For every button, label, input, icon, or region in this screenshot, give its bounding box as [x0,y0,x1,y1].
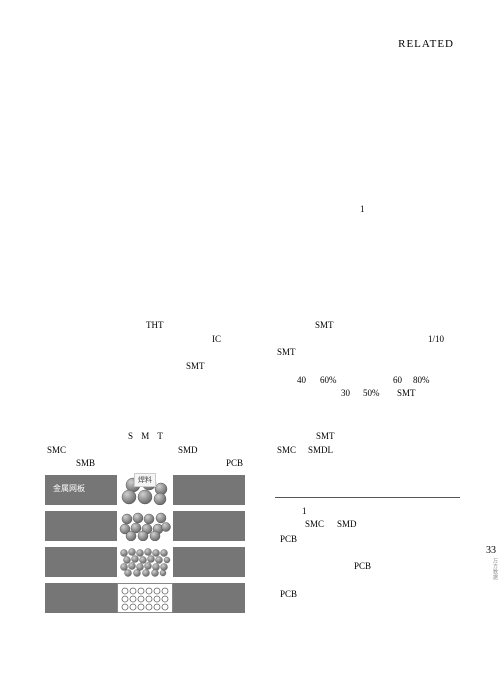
balls-small-icon [117,547,173,577]
header-related: RELATED [398,38,454,50]
label-smt-r1: SMT [315,319,334,333]
diagram-row-1: 金属网板 焊料 [45,475,245,505]
metal-block-right [173,475,245,505]
label-80pct: 80% [413,374,430,388]
label-tht: THT [146,319,164,333]
solder-gap-2 [117,511,173,541]
label-pcb-br2: PCB [354,560,371,574]
solder-gap-4 [117,583,173,613]
metal-block-right [173,583,245,613]
label-smd: SMD [178,444,198,458]
label-smb: SMB [76,457,95,471]
label-num1-br: 1 [302,505,307,519]
label-fraction: 1/10 [428,333,444,347]
num-1-upper: 1 [360,203,365,217]
page-number: 33 [486,545,496,556]
diagram-row-3 [45,547,245,577]
label-smdl-br: SMDL [308,444,333,458]
label-ic: IC [212,333,221,347]
label-smc-br: SMC [277,444,296,458]
solder-particle-label: 焊料 [134,473,156,487]
diagram-row-2 [45,511,245,541]
metal-block-left [45,547,117,577]
label-40: 40 [297,374,306,388]
label-smd-br2: SMD [337,518,357,532]
label-pcb-br1: PCB [280,533,297,547]
metal-block-left [45,511,117,541]
side-publication-note: 万方数据 [491,558,498,580]
metal-block-right [173,511,245,541]
solder-gap-3 [117,547,173,577]
metal-block-right [173,547,245,577]
label-smt-left: SMT [186,360,205,374]
heading-smt-spaced: S M T [128,430,166,444]
balls-medium-icon [117,511,173,541]
label-60pct: 60% [320,374,337,388]
divider-line [275,497,460,498]
label-smc: SMC [47,444,66,458]
metal-block-left: 金属网板 [45,475,117,505]
metal-block-left [45,583,117,613]
label-smt-r3: SMT [397,387,416,401]
label-pcb-br3: PCB [280,588,297,602]
metal-plate-label: 金属网板 [53,483,85,494]
label-60: 60 [393,374,402,388]
label-pcb: PCB [226,457,243,471]
label-30: 30 [341,387,350,401]
solder-diagram: 金属网板 焊料 [45,475,245,619]
diagram-row-4 [45,583,245,613]
label-smc-br2: SMC [305,518,324,532]
label-smt-r2: SMT [277,346,296,360]
solder-gap-1: 焊料 [117,475,173,505]
label-smt-br: SMT [316,430,335,444]
balls-grid-icon [118,584,174,614]
label-50pct: 50% [363,387,380,401]
